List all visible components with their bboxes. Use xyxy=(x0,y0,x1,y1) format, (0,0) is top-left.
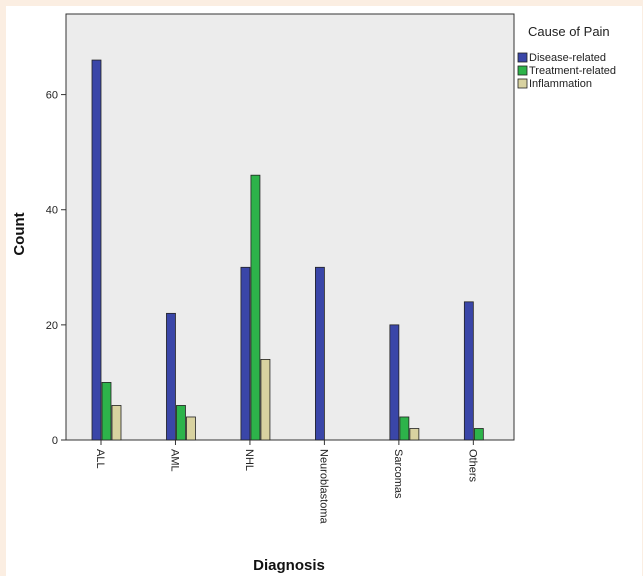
bar-inflammation-aml xyxy=(186,416,196,441)
x-tick-label: ALL xyxy=(94,449,106,469)
bar-treatment-related-nhl xyxy=(250,174,261,441)
bar-disease-related-neuroblastoma xyxy=(314,266,325,441)
bar-disease-related-all xyxy=(91,59,102,441)
bar-treatment-related-aml xyxy=(176,405,186,441)
bar-treatment-related-all xyxy=(101,382,112,441)
bar-treatment-related-sarcomas xyxy=(399,416,410,441)
x-tick-label: NHL xyxy=(243,449,255,471)
legend-label: Inflammation xyxy=(529,78,592,90)
y-tick-label: 40 xyxy=(46,205,58,217)
plot-area xyxy=(65,13,515,441)
bar-inflammation-sarcomas xyxy=(409,428,420,441)
legend-title: Cause of Pain xyxy=(528,24,610,39)
bar-treatment-related-others xyxy=(473,428,484,441)
bar-disease-related-others xyxy=(463,301,474,441)
bar-disease-related-aml xyxy=(166,312,176,441)
legend-label: Disease-related xyxy=(529,52,606,64)
x-tick-label: Others xyxy=(466,449,478,483)
x-tick-label: AML xyxy=(168,449,180,472)
y-tick-label: 60 xyxy=(46,90,58,102)
legend-swatch xyxy=(517,52,528,63)
legend-swatch xyxy=(517,78,528,89)
x-axis-title: Diagnosis xyxy=(253,557,325,574)
bar-inflammation-nhl xyxy=(260,359,271,441)
y-tick-label: 0 xyxy=(52,435,58,447)
y-axis-title: Count xyxy=(11,212,28,255)
chart-container: 0 20 40 60 ALL AML NHL Neuroblastoma Sarcomas Ot… xyxy=(6,6,642,576)
bar-inflammation-all xyxy=(111,405,122,441)
x-tick-label: Neuroblastoma xyxy=(317,449,329,524)
y-tick-label: 20 xyxy=(46,320,58,332)
x-tick-label: Sarcomas xyxy=(392,449,404,499)
bar-chart: 0 20 40 60 ALL AML NHL Neuroblastoma Sarcomas Ot… xyxy=(11,13,616,574)
bar-disease-related-sarcomas xyxy=(389,324,400,441)
legend-label: Treatment-related xyxy=(529,65,616,77)
legend: Cause of Pain Disease-relatedTreatment-r… xyxy=(517,24,616,90)
legend-swatch xyxy=(517,65,528,76)
bar-disease-related-nhl xyxy=(240,266,251,441)
